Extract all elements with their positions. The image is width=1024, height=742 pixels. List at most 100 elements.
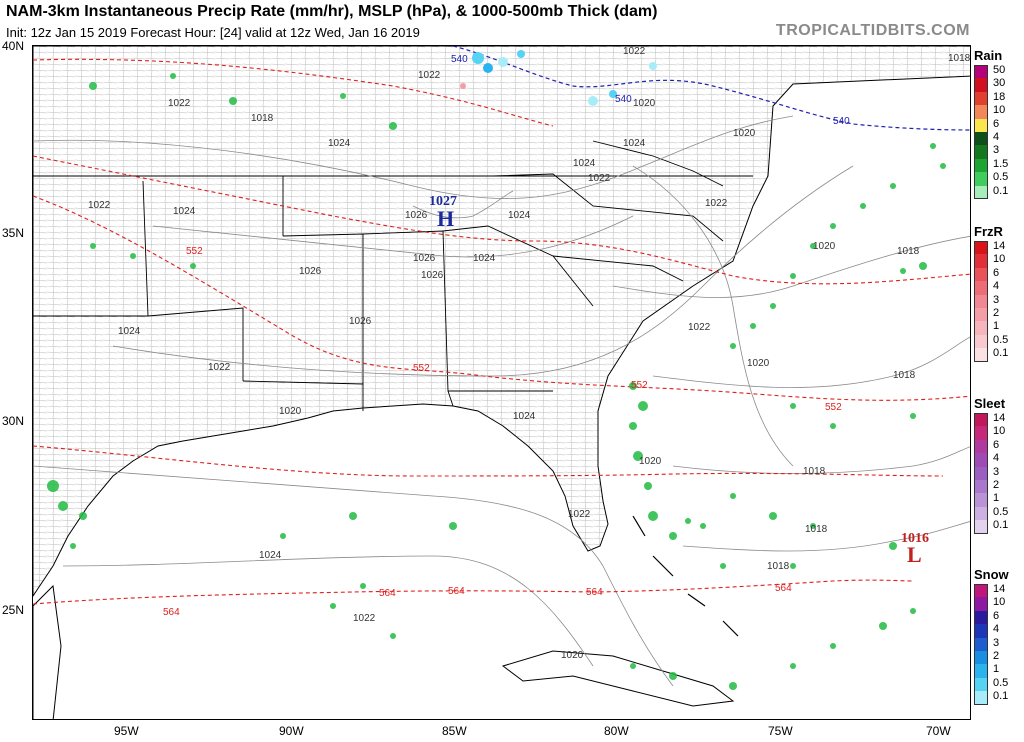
isobar-label: 1022 <box>168 98 191 109</box>
legend-value: 10 <box>993 253 1006 266</box>
legend-swatch <box>974 624 988 638</box>
legend-row: 4 <box>973 130 1024 146</box>
legend-value: 4 <box>993 623 1000 636</box>
legend-row: 0.5 <box>973 171 1024 186</box>
cuba-landmass <box>501 650 735 707</box>
rain-precip-area <box>47 73 946 690</box>
legend-value: 14 <box>993 583 1006 595</box>
isobar-label: 1020 <box>561 650 584 661</box>
isobar-label: 1024 <box>328 138 351 149</box>
isobar-labels: 1022 1022 1020 1018 1018 1022 1024 1024 … <box>88 46 970 661</box>
legend-row: 50 <box>973 64 1024 79</box>
thickness-line-540 <box>452 46 970 131</box>
site-brand[interactable]: TROPICALTIDBITS.COM <box>775 22 970 39</box>
isobar-label: 1024 <box>173 206 196 217</box>
legend-value: 0.1 <box>993 347 1009 360</box>
legend-value: 4 <box>993 452 1000 465</box>
legend-row: 2 <box>973 307 1024 322</box>
legend-row: 14 <box>973 240 1024 255</box>
legend-items: 14 10 6 4 3 2 1 0.5 0.1 <box>973 583 1024 705</box>
legend-items: 14 10 6 4 3 2 1 0.5 0.1 <box>973 240 1024 362</box>
low-pressure-value: 1016 <box>901 531 929 546</box>
legend-value: 50 <box>993 64 1006 76</box>
legend-swatch <box>974 78 988 92</box>
legend-swatch <box>974 281 988 295</box>
legend-row: 1.5 <box>973 158 1024 173</box>
isobar-label: 1026 <box>349 316 372 327</box>
forecast-map[interactable]: 1022 1022 1020 1018 1018 1022 1024 1024 … <box>32 45 971 720</box>
map-svg[interactable]: 1022 1022 1020 1018 1018 1022 1024 1024 … <box>33 46 971 720</box>
legend-swatch <box>974 131 988 146</box>
thickness-label: 564 <box>775 583 792 594</box>
legend-row: 4 <box>973 452 1024 467</box>
isobar-label: 1026 <box>299 266 322 277</box>
isobar-label: 1020 <box>639 456 662 467</box>
legend-swatch <box>974 677 988 692</box>
legend-swatch <box>974 91 988 106</box>
legend-row: 0.1 <box>973 185 1024 199</box>
legend-row: 14 <box>973 412 1024 427</box>
us-landmass <box>33 46 970 597</box>
sleet-legend: Sleet 14 10 6 4 3 2 1 0.5 0.1 <box>973 395 1024 534</box>
legend-swatch <box>974 321 988 335</box>
legend-value: 18 <box>993 90 1006 103</box>
legend-swatch <box>974 307 988 322</box>
legend-swatch <box>974 610 988 625</box>
legend-row: 3 <box>973 144 1024 159</box>
lon-label-75w: 75W <box>768 724 793 738</box>
legend-items: 14 10 6 4 3 2 1 0.5 0.1 <box>973 412 1024 534</box>
lat-label-40n: 40N <box>2 39 25 53</box>
thickness-label: 540 <box>615 94 632 105</box>
legend-swatch <box>974 118 988 132</box>
map-title: NAM-3km Instantaneous Precip Rate (mm/hr… <box>6 3 658 20</box>
legend-swatch <box>974 241 988 255</box>
legend-swatch <box>974 597 988 611</box>
legend-row: 3 <box>973 466 1024 480</box>
legend-value: 3 <box>993 293 1000 306</box>
thickness-lines <box>33 58 970 605</box>
isobar-label: 1018 <box>805 524 828 535</box>
rain-legend: Rain 50 30 18 10 6 4 3 1.5 0.5 0.1 <box>973 47 1024 199</box>
legend-swatch <box>974 691 988 705</box>
legend-value: 2 <box>993 649 1000 662</box>
legend-value: 10 <box>993 425 1006 438</box>
legend-row: 2 <box>973 649 1024 665</box>
lat-label-25n: 25N <box>2 603 25 617</box>
legend-value: 10 <box>993 104 1006 117</box>
legend-swatch <box>974 520 988 534</box>
legend-swatch <box>974 294 988 308</box>
isobar-label: 1022 <box>588 173 611 184</box>
bahamas-islands <box>632 515 739 637</box>
isobar-label: 1022 <box>353 613 376 624</box>
legend-row: 10 <box>973 596 1024 611</box>
isobar-label: 1022 <box>568 509 591 520</box>
legend-row: 0.1 <box>973 690 1024 705</box>
thickness-label: 552 <box>413 363 430 374</box>
state-borders <box>33 140 753 411</box>
isobar-label: 1024 <box>573 158 596 169</box>
legend-value: 4 <box>993 130 1000 143</box>
legend-row: 0.1 <box>973 347 1024 362</box>
lat-label-30n: 30N <box>2 414 25 428</box>
lon-label-80w: 80W <box>604 724 629 738</box>
legend-value: 30 <box>993 77 1006 90</box>
isobar-label: 1026 <box>421 270 444 281</box>
legend-row: 0.5 <box>973 677 1024 692</box>
low-pressure-center[interactable]: 1016 L <box>901 531 929 567</box>
legend-value: 1 <box>993 492 1000 505</box>
snow-precip-area <box>460 50 657 106</box>
high-pressure-center[interactable]: 1027 H <box>429 194 457 231</box>
legend-value: 6 <box>993 266 1000 279</box>
isobar-label: 1020 <box>733 128 756 139</box>
legend-swatch <box>974 334 988 349</box>
legend-value: 1 <box>993 663 1000 676</box>
legend-title: Sleet <box>974 396 1006 411</box>
legend-value: 0.1 <box>993 519 1009 532</box>
legend-value: 0.1 <box>993 690 1009 703</box>
isobar-lines <box>33 115 970 687</box>
isobar-label: 1024 <box>623 138 646 149</box>
legend-swatch <box>974 453 988 467</box>
isobar-label: 1024 <box>513 411 536 422</box>
legend-value: 6 <box>993 117 1000 130</box>
legend-row: 1 <box>973 320 1024 335</box>
